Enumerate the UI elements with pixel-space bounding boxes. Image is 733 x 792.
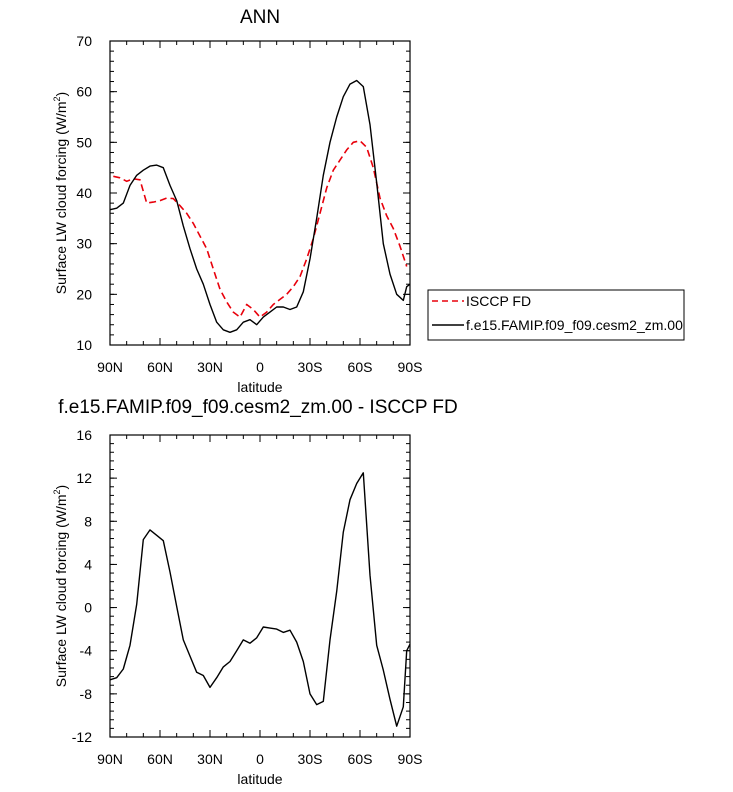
bottom-chart-y-axis-label-end: ): [53, 485, 69, 490]
y-tick-label: 8: [84, 513, 92, 529]
bottom-chart-series: [109, 472, 411, 727]
x-tick-label: 30N: [197, 751, 223, 767]
f-e15-famip-f09-f09-cesm2-zm-00-series-line: [109, 79, 411, 333]
legend-label-model: f.e15.FAMIP.f09_f09.cesm2_zm.00: [466, 317, 683, 333]
bottom-chart-x-axis-label: latitude: [237, 771, 282, 787]
x-tick-label: 90S: [398, 751, 423, 767]
y-tick-label: 0: [84, 600, 92, 616]
y-tick-label: -4: [80, 643, 93, 659]
top-chart-y-axis-label-end: ): [53, 92, 69, 97]
top-chart-x-ticks: 90N 60N 30N 0 30S 60S 90S: [97, 41, 422, 375]
top-chart-y-ticks: 10 20 30 40 50 60 70: [76, 33, 410, 353]
y-tick-label: 30: [76, 236, 92, 252]
x-tick-label: 60S: [348, 751, 373, 767]
legend: ISCCP FD f.e15.FAMIP.f09_f09.cesm2_zm.00: [427, 289, 685, 341]
legend-label-isccp-fd: ISCCP FD: [466, 293, 531, 309]
x-tick-label: 30S: [298, 359, 323, 375]
x-tick-label: 60N: [147, 751, 173, 767]
x-tick-label: 30S: [298, 751, 323, 767]
y-tick-label: 50: [76, 134, 92, 150]
y-tick-label: 10: [76, 337, 92, 353]
top-chart-title: ANN: [240, 7, 280, 28]
x-tick-label: 30N: [197, 359, 223, 375]
y-tick-label: 16: [76, 427, 92, 443]
y-tick-label: -12: [72, 729, 92, 745]
bottom-chart: f.e15.FAMIP.f09_f09.cesm2_zm.00 - ISCCP …: [52, 397, 458, 787]
y-tick-label: -8: [80, 686, 93, 702]
x-tick-label: 90N: [97, 359, 123, 375]
top-chart-y-axis-label: Surface LW cloud forcing (W/m2): [52, 92, 69, 294]
x-tick-label: 0: [256, 359, 264, 375]
y-tick-label: 20: [76, 286, 92, 302]
y-tick-label: 70: [76, 33, 92, 49]
isccp-fd-series-line: [113, 140, 408, 318]
x-tick-label: 60S: [348, 359, 373, 375]
y-tick-label: 60: [76, 84, 92, 100]
bottom-chart-y-axis-label-sup: 2: [52, 489, 62, 494]
y-tick-label: 4: [84, 556, 92, 572]
y-tick-label: 12: [76, 470, 92, 486]
x-tick-label: 90S: [398, 359, 423, 375]
top-chart-y-axis-label-sup: 2: [52, 96, 62, 101]
bottom-chart-x-ticks: 90N 60N 30N 0 30S 60S 90S: [97, 435, 422, 767]
top-chart-frame: [109, 40, 411, 346]
x-tick-label: 90N: [97, 751, 123, 767]
top-chart-series: [109, 79, 411, 333]
top-chart-y-axis-label-main: Surface LW cloud forcing (W/m: [53, 102, 69, 295]
top-chart-x-axis-label: latitude: [237, 379, 282, 395]
top-chart: ANN 90N 60N 30N 0 30S 60S 90S 10 20 30 40 50 60 70 l…: [52, 7, 422, 395]
bottom-chart-y-axis-label-main: Surface LW cloud forcing (W/m: [53, 495, 69, 688]
bottom-chart-y-axis-label: Surface LW cloud forcing (W/m2): [52, 485, 69, 687]
x-tick-label: 0: [256, 751, 264, 767]
legend-box: [427, 289, 685, 341]
x-tick-label: 60N: [147, 359, 173, 375]
y-tick-label: 40: [76, 185, 92, 201]
bottom-chart-y-ticks: -12 -8 -4 0 4 8 12 16: [72, 427, 410, 745]
bottom-chart-title: f.e15.FAMIP.f09_f09.cesm2_zm.00 - ISCCP …: [58, 397, 458, 418]
bottom-chart-frame: [109, 434, 411, 738]
difference-series-line: [109, 472, 411, 727]
